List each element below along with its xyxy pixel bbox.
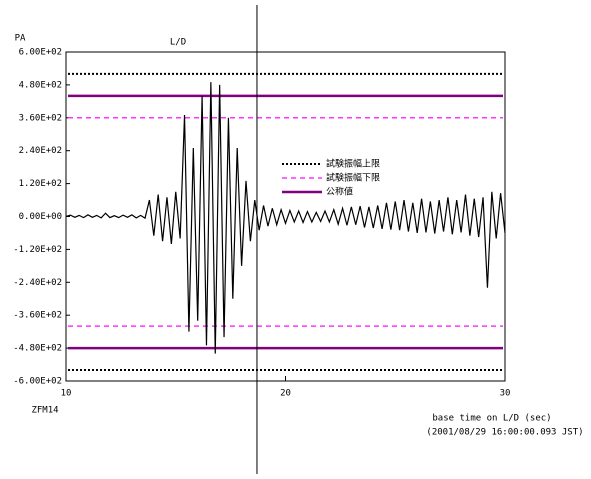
x-tick-label: 10 [61,389,72,399]
legend-label: 公称値 [326,186,353,198]
station-label: ZFM14 [31,406,58,416]
y-tick-label: 4.80E+02 [19,80,62,90]
x-axis-label: base time on L/D (sec) [432,414,551,424]
y-tick-label: 1.20E+02 [19,179,62,189]
legend-label: 試験振幅下限 [326,172,380,184]
y-tick-label: 0.00E+00 [19,212,62,222]
y-tick-label: 6.00E+02 [19,48,62,58]
waveform [65,82,506,354]
x-tick-label: 20 [280,389,291,399]
chart-title: L/D [170,38,186,48]
y-tick-label: -2.40E+02 [13,278,62,288]
x-axis-sublabel: (2001/08/29 16:00:00.093 JST) [426,428,583,438]
y-tick-label: -4.80E+02 [13,344,62,354]
y-tick-label: -6.00E+02 [13,377,62,387]
x-tick-label: 30 [500,389,511,399]
y-tick-label: 3.60E+02 [19,113,62,123]
y-tick-label: -3.60E+02 [13,311,62,321]
plot-frame [65,51,506,382]
y-tick-label: -1.20E+02 [13,245,62,255]
legend-label: 試験振幅上限 [326,158,380,170]
y-tick-label: 2.40E+02 [19,146,62,156]
y-axis-label: PA [15,34,26,44]
